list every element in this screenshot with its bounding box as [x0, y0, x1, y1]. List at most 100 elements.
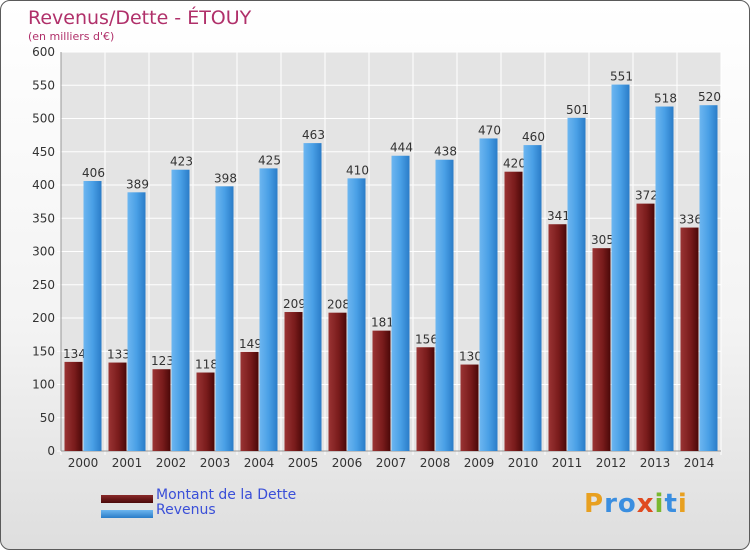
proxiti-logo: Proxiti [584, 489, 688, 519]
data-label: 118 [195, 358, 218, 372]
bar-revenus [215, 186, 234, 451]
bar-revenus [391, 155, 410, 452]
x-tick-label: 2002 [156, 456, 187, 470]
logo-letter: t [664, 489, 678, 519]
bar-revenus [171, 169, 190, 451]
legend-label-revenus: Revenus [156, 502, 216, 518]
bar-dette [328, 312, 347, 451]
data-label: 423 [170, 155, 193, 169]
data-label: 438 [434, 145, 457, 159]
y-tick-label: 350 [32, 211, 55, 225]
logo-letter: r [604, 489, 618, 519]
x-tick-label: 2004 [244, 456, 275, 470]
chart-subtitle: (en milliers d'€) [28, 30, 115, 43]
x-tick-label: 2008 [420, 456, 451, 470]
bar-revenus [655, 106, 674, 451]
data-label: 123 [151, 354, 174, 368]
data-label: 341 [547, 209, 570, 223]
x-tick-label: 2006 [332, 456, 363, 470]
y-tick-label: 100 [32, 378, 55, 392]
data-label: 444 [390, 141, 413, 155]
chart-title: Revenus/Dette - ÉTOUY [28, 7, 252, 29]
logo-letter: x [636, 489, 655, 519]
data-label: 305 [591, 233, 614, 247]
y-tick-label: 200 [32, 311, 55, 325]
x-tick-label: 2007 [376, 456, 407, 470]
legend-label-dette: Montant de la Dette [156, 487, 297, 503]
x-tick-label: 2009 [464, 456, 495, 470]
bar-dette [460, 364, 479, 451]
data-label: 520 [698, 90, 721, 104]
data-label: 501 [566, 103, 589, 117]
x-tick-label: 2011 [552, 456, 583, 470]
bar-revenus [699, 105, 718, 451]
data-label: 420 [503, 157, 526, 171]
bar-revenus [479, 138, 498, 451]
y-tick-label: 400 [32, 178, 55, 192]
y-tick-label: 500 [32, 112, 55, 126]
data-label: 460 [522, 130, 545, 144]
data-label: 551 [610, 70, 633, 84]
data-label: 463 [302, 128, 325, 142]
x-tick-label: 2010 [508, 456, 539, 470]
x-tick-label: 2000 [68, 456, 99, 470]
bar-dette [284, 312, 303, 451]
bar-dette [636, 203, 655, 451]
bar-revenus [259, 168, 278, 451]
bar-dette [240, 351, 259, 451]
y-tick-label: 0 [47, 444, 55, 458]
data-label: 209 [283, 297, 306, 311]
data-label: 470 [478, 123, 501, 137]
logo-letter: P [584, 489, 605, 519]
data-label: 156 [415, 332, 438, 346]
y-tick-label: 600 [32, 45, 55, 59]
data-label: 130 [459, 350, 482, 364]
data-label: 181 [371, 316, 394, 330]
bar-dette [504, 171, 523, 451]
data-label: 425 [258, 153, 281, 167]
bar-revenus [435, 159, 454, 452]
bar-revenus [303, 143, 322, 452]
logo-letter: i [654, 489, 665, 519]
data-label: 389 [126, 177, 149, 191]
data-label: 410 [346, 163, 369, 177]
bar-revenus [83, 181, 102, 451]
bar-revenus [347, 178, 366, 451]
bar-revenus [611, 84, 630, 452]
data-label: 406 [82, 166, 105, 180]
bar-revenus [127, 192, 146, 451]
y-tick-label: 450 [32, 145, 55, 159]
bar-dette [152, 369, 171, 451]
data-label: 398 [214, 171, 237, 185]
data-label: 208 [327, 298, 350, 312]
y-tick-label: 300 [32, 245, 55, 259]
bar-revenus [567, 117, 586, 452]
logo-letter: o [617, 489, 637, 519]
bar-dette [64, 361, 83, 451]
bar-dette [196, 372, 215, 451]
legend-swatch-dette [101, 495, 153, 503]
logo-letter: i [677, 489, 688, 519]
x-tick-label: 2003 [200, 456, 231, 470]
data-label: 372 [635, 189, 658, 203]
x-tick-label: 2013 [640, 456, 671, 470]
x-tick-label: 2014 [684, 456, 715, 470]
y-tick-label: 550 [32, 78, 55, 92]
data-label: 518 [654, 92, 677, 106]
x-tick-label: 2001 [112, 456, 143, 470]
bar-dette [592, 248, 611, 451]
legend-swatch-revenus [101, 510, 153, 518]
data-label: 149 [239, 337, 262, 351]
bar-dette [108, 362, 127, 451]
data-label: 134 [63, 347, 86, 361]
data-label: 336 [679, 213, 702, 227]
bar-dette [372, 330, 391, 451]
y-tick-label: 50 [40, 411, 55, 425]
y-tick-label: 250 [32, 278, 55, 292]
x-tick-label: 2012 [596, 456, 627, 470]
x-tick-label: 2005 [288, 456, 319, 470]
data-label: 133 [107, 348, 130, 362]
bar-dette [416, 347, 435, 451]
